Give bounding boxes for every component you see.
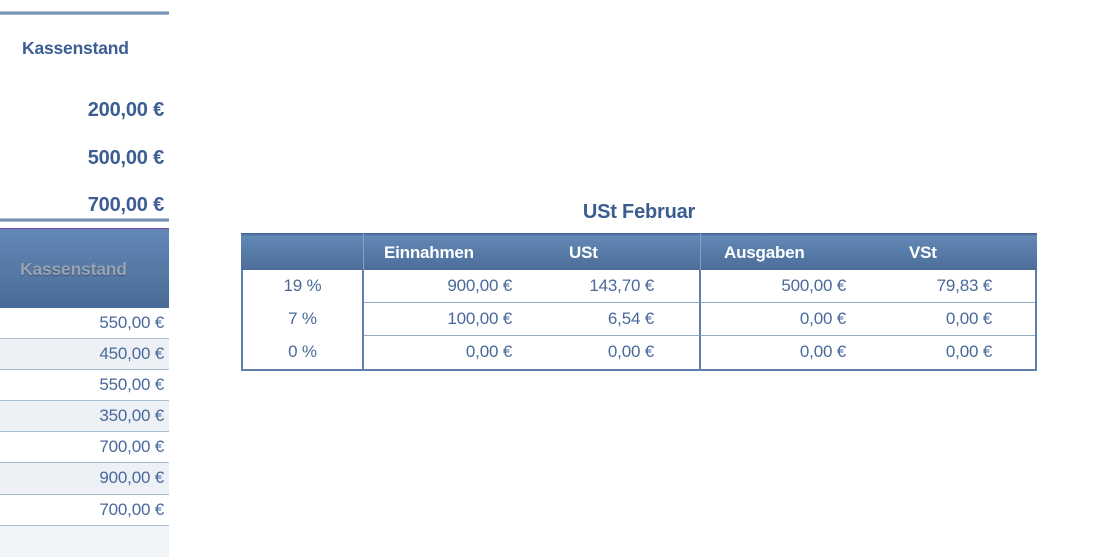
cell-ust[interactable]: 143,70 € <box>532 270 701 303</box>
header-cell-ust[interactable]: USt <box>532 233 701 270</box>
cell-ausgaben[interactable]: 500,00 € <box>701 270 868 303</box>
header-cell-ausgaben[interactable]: Ausgaben <box>724 243 805 262</box>
cell-vst[interactable]: 0,00 € <box>945 342 992 361</box>
kassenstand-rows: 550,00 € 450,00 € 550,00 € 350,00 € 700,… <box>0 308 169 526</box>
cell-vst[interactable]: 79,83 € <box>868 270 1035 303</box>
table-row: 19 % 900,00 € 143,70 € 500,00 € 79,83 € <box>243 270 1035 303</box>
kassenstand-summary-values: 200,00 € 500,00 € 700,00 € <box>0 87 164 230</box>
empty-cell[interactable] <box>0 525 169 557</box>
cell-ausgaben[interactable]: 0,00 € <box>799 342 846 361</box>
kassenstand-summary-label[interactable]: Kassenstand <box>22 38 129 58</box>
cell-rate[interactable]: 7 % <box>243 303 364 336</box>
cell-einnahmen[interactable]: 100,00 € <box>364 303 532 336</box>
kassenstand-value-cell[interactable]: 550,00 € <box>0 308 169 340</box>
cell-ust[interactable]: 0,00 € <box>532 336 701 369</box>
cell-rate[interactable]: 19 % <box>243 270 364 303</box>
ust-table-title[interactable]: USt Februar <box>582 201 696 223</box>
kassenstand-value-cell[interactable]: 550,00 € <box>0 370 169 402</box>
cell-einnahmen[interactable]: 0,00 € <box>465 342 512 361</box>
cell-rate[interactable]: 0 % <box>243 336 364 369</box>
cell-ausgaben[interactable]: 0,00 € <box>701 303 868 336</box>
summary-value-cell[interactable]: 500,00 € <box>87 146 164 169</box>
kassenstand-column-header[interactable]: Kassenstand <box>0 228 169 308</box>
ust-table-header-row: Einnahmen USt Ausgaben VSt <box>241 233 1037 270</box>
cell-ust[interactable]: 6,54 € <box>532 303 701 336</box>
kassenstand-value-cell[interactable]: 700,00 € <box>0 494 169 526</box>
table-row: 7 % 100,00 € 6,54 € 0,00 € 0,00 € <box>243 303 1035 336</box>
header-cell-vst[interactable]: VSt <box>909 243 937 262</box>
summary-value-cell[interactable]: 700,00 € <box>87 194 164 216</box>
kassenstand-empty-row-wrap <box>0 525 169 557</box>
ust-table: Einnahmen USt Ausgaben VSt 19 % 900,00 €… <box>241 233 1037 371</box>
kassenstand-value-cell[interactable]: 450,00 € <box>0 339 169 371</box>
header-cell-einnahmen[interactable]: Einnahmen <box>384 243 474 262</box>
kassenstand-value-cell[interactable]: 900,00 € <box>0 463 169 495</box>
table-divider-line-top <box>0 11 169 15</box>
ust-table-body: 19 % 900,00 € 143,70 € 500,00 € 79,83 € … <box>241 270 1037 371</box>
summary-value-cell[interactable]: 200,00 € <box>87 99 164 121</box>
table-divider-line-bottom <box>0 218 169 222</box>
kassenstand-column-header-label: Kassenstand <box>20 259 127 279</box>
cell-einnahmen[interactable]: 900,00 € <box>364 270 532 303</box>
kassenstand-value-cell[interactable]: 700,00 € <box>0 432 169 464</box>
header-cell-rate[interactable] <box>241 233 364 270</box>
table-row: 0 % 0,00 € 0,00 € 0,00 € 0,00 € <box>243 336 1035 369</box>
cell-vst[interactable]: 0,00 € <box>868 303 1035 336</box>
kassenstand-value-cell[interactable]: 350,00 € <box>0 401 169 433</box>
